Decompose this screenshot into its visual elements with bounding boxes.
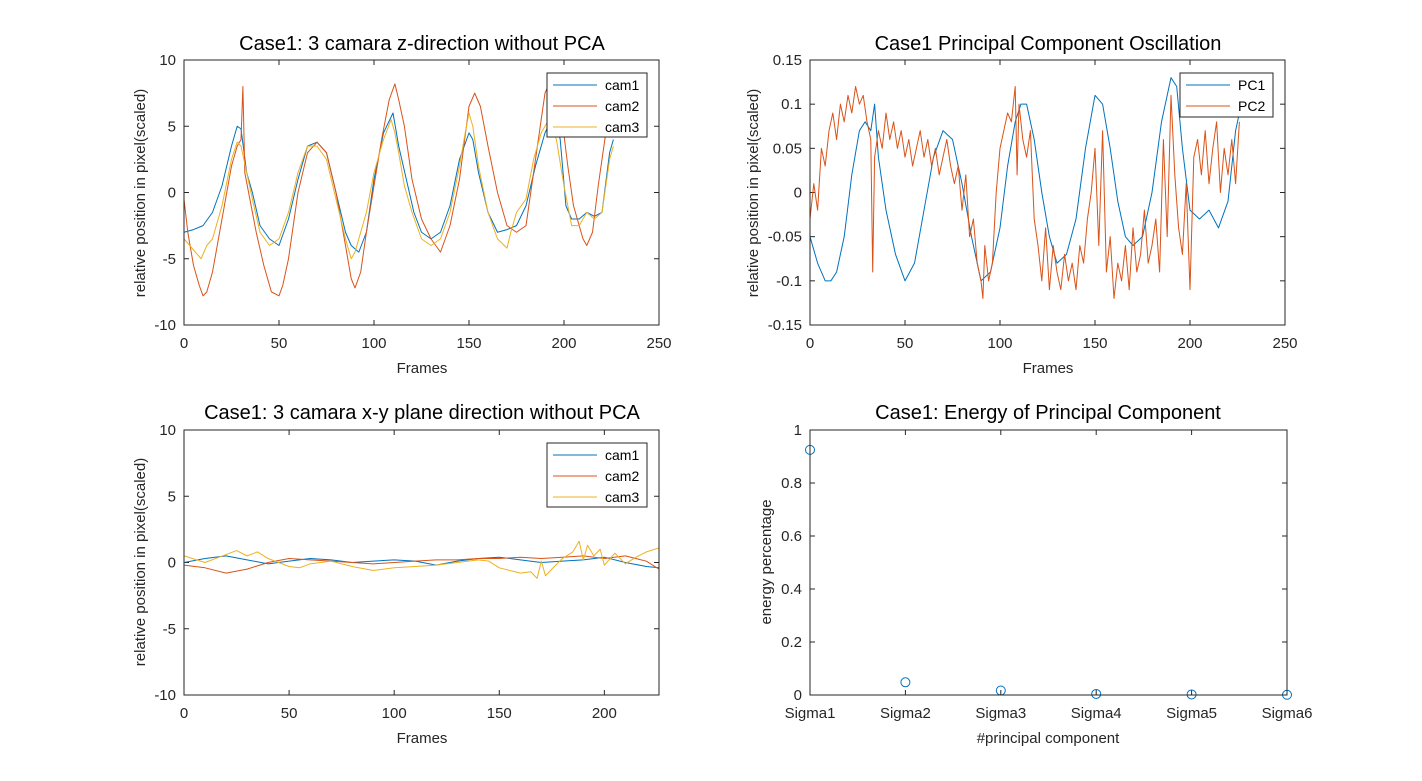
y-tick-label: 10 (159, 422, 176, 439)
axis-ticks: 0 50 100 150 200 250 -0.15 -0.1 -0.05 0 0.05 0.1 0.1… (768, 52, 1298, 352)
y-tick-label: -10 (154, 317, 176, 334)
x-axis-label: Frames (397, 730, 448, 747)
y-tick-label: 0 (794, 185, 802, 202)
x-tick-label: Sigma3 (975, 705, 1026, 722)
x-tick-label: Sigma4 (1071, 705, 1122, 722)
axes-box (183, 429, 660, 696)
legend-label-cam3: cam3 (605, 489, 639, 505)
y-tick-label: 0.1 (781, 96, 802, 113)
axes-box (809, 429, 1288, 696)
axes-box (183, 59, 660, 326)
chart-title: Case1 Principal Component Oscillation (875, 33, 1222, 55)
x-tick-label: 150 (1082, 335, 1107, 352)
x-tick-label: 200 (551, 335, 576, 352)
x-axis-label: #principal component (977, 730, 1120, 747)
x-tick-label: Sigma1 (785, 705, 836, 722)
chart-title: Case1: 3 camara z-direction without PCA (239, 33, 605, 55)
x-tick-label: 150 (456, 335, 481, 352)
y-tick-label: 5 (168, 118, 176, 135)
data-point-Sigma5 (1186, 689, 1197, 700)
y-tick-label: 0 (794, 687, 802, 704)
legend-label-pc2: PC2 (1238, 98, 1265, 114)
x-tick-label: 200 (592, 705, 617, 722)
axis-ticks: 0 50 100 150 200 -10 -5 0 5 10 (154, 422, 659, 722)
y-tick-label: 0.05 (773, 140, 802, 157)
x-tick-label: 0 (806, 335, 814, 352)
legend-box (546, 72, 648, 138)
plot-lines (809, 77, 1240, 299)
chart-title: Case1: 3 camara x-y plane direction with… (204, 402, 640, 424)
y-tick-label: 0 (168, 555, 176, 572)
y-tick-label: 5 (168, 488, 176, 505)
legend-box (1179, 72, 1274, 118)
y-tick-label: 0.2 (781, 634, 802, 651)
data-point-Sigma2 (900, 677, 911, 688)
data-point-Sigma4 (1091, 688, 1102, 699)
legend-label-cam1: cam1 (605, 77, 639, 93)
legend-label-cam2: cam2 (605, 468, 639, 484)
x-tick-label: Sigma6 (1262, 705, 1313, 722)
legend-label-cam1: cam1 (605, 447, 639, 463)
y-tick-label: 0.4 (781, 581, 802, 598)
x-tick-label: 250 (646, 335, 671, 352)
series-line-cam3 (183, 112, 614, 260)
series-line-cam2 (183, 555, 660, 574)
y-tick-label: 0.6 (781, 528, 802, 545)
x-tick-label: Sigma5 (1166, 705, 1217, 722)
legend-box (546, 442, 648, 508)
subplot-energy: Case1: Energy of Principal Component ene… (758, 402, 1312, 747)
y-tick-label: 1 (794, 422, 802, 439)
series-line-PC1 (809, 77, 1240, 282)
x-tick-label: Sigma2 (880, 705, 931, 722)
legend-label-cam2: cam2 (605, 98, 639, 114)
x-axis-label: Frames (1023, 360, 1074, 377)
y-tick-label: 0.15 (773, 52, 802, 69)
subplot-xy-plane: Case1: 3 camara x-y plane direction with… (132, 402, 660, 747)
x-tick-label: 50 (897, 335, 914, 352)
axes-box (809, 59, 1286, 326)
x-tick-label: 50 (281, 705, 298, 722)
y-axis-label: relative position in pixel(scaled) (132, 89, 149, 297)
chart-title: Case1: Energy of Principal Component (875, 402, 1221, 424)
x-tick-label: 0 (180, 705, 188, 722)
x-tick-label: 150 (487, 705, 512, 722)
y-tick-label: -5 (163, 621, 176, 638)
y-tick-label: -0.05 (768, 229, 802, 246)
x-tick-label: 100 (382, 705, 407, 722)
y-axis-label: energy percentage (758, 499, 775, 624)
legend-label-cam3: cam3 (605, 119, 639, 135)
y-tick-label: -5 (163, 251, 176, 268)
y-tick-label: 0 (168, 185, 176, 202)
x-tick-label: 100 (987, 335, 1012, 352)
legend-label-pc1: PC1 (1238, 77, 1265, 93)
y-tick-label: -10 (154, 687, 176, 704)
y-tick-label: -0.15 (768, 317, 802, 334)
x-tick-label: 250 (1272, 335, 1297, 352)
subplot-principal-components: Case1 Principal Component Oscillation re… (745, 33, 1298, 377)
x-tick-label: 200 (1177, 335, 1202, 352)
x-axis-label: Frames (397, 360, 448, 377)
x-tick-label: 100 (361, 335, 386, 352)
y-axis-label: relative position in pixel(scaled) (132, 458, 149, 666)
series-line-cam3 (183, 540, 660, 579)
legend: PC1 PC2 (1179, 72, 1274, 118)
y-tick-label: 0.8 (781, 475, 802, 492)
x-tick-label: 50 (271, 335, 288, 352)
legend: cam1 cam2 cam3 (546, 442, 648, 508)
axis-ticks: 0 50 100 150 200 250 -10 -5 0 5 10 (154, 52, 671, 352)
plot-lines (183, 540, 660, 579)
subplot-z-direction: Case1: 3 camara z-direction without PCA … (132, 33, 672, 377)
legend: cam1 cam2 cam3 (546, 72, 648, 138)
y-tick-label: 10 (159, 52, 176, 69)
y-axis-label: relative position in pixel(scaled) (745, 89, 762, 297)
y-tick-label: -0.1 (776, 273, 802, 290)
axis-ticks: Sigma1 Sigma2 Sigma3 Sigma4 Sigma5 Sigma6 0 0.2… (781, 422, 1312, 722)
series-line-PC2 (809, 86, 1240, 299)
x-tick-label: 0 (180, 335, 188, 352)
